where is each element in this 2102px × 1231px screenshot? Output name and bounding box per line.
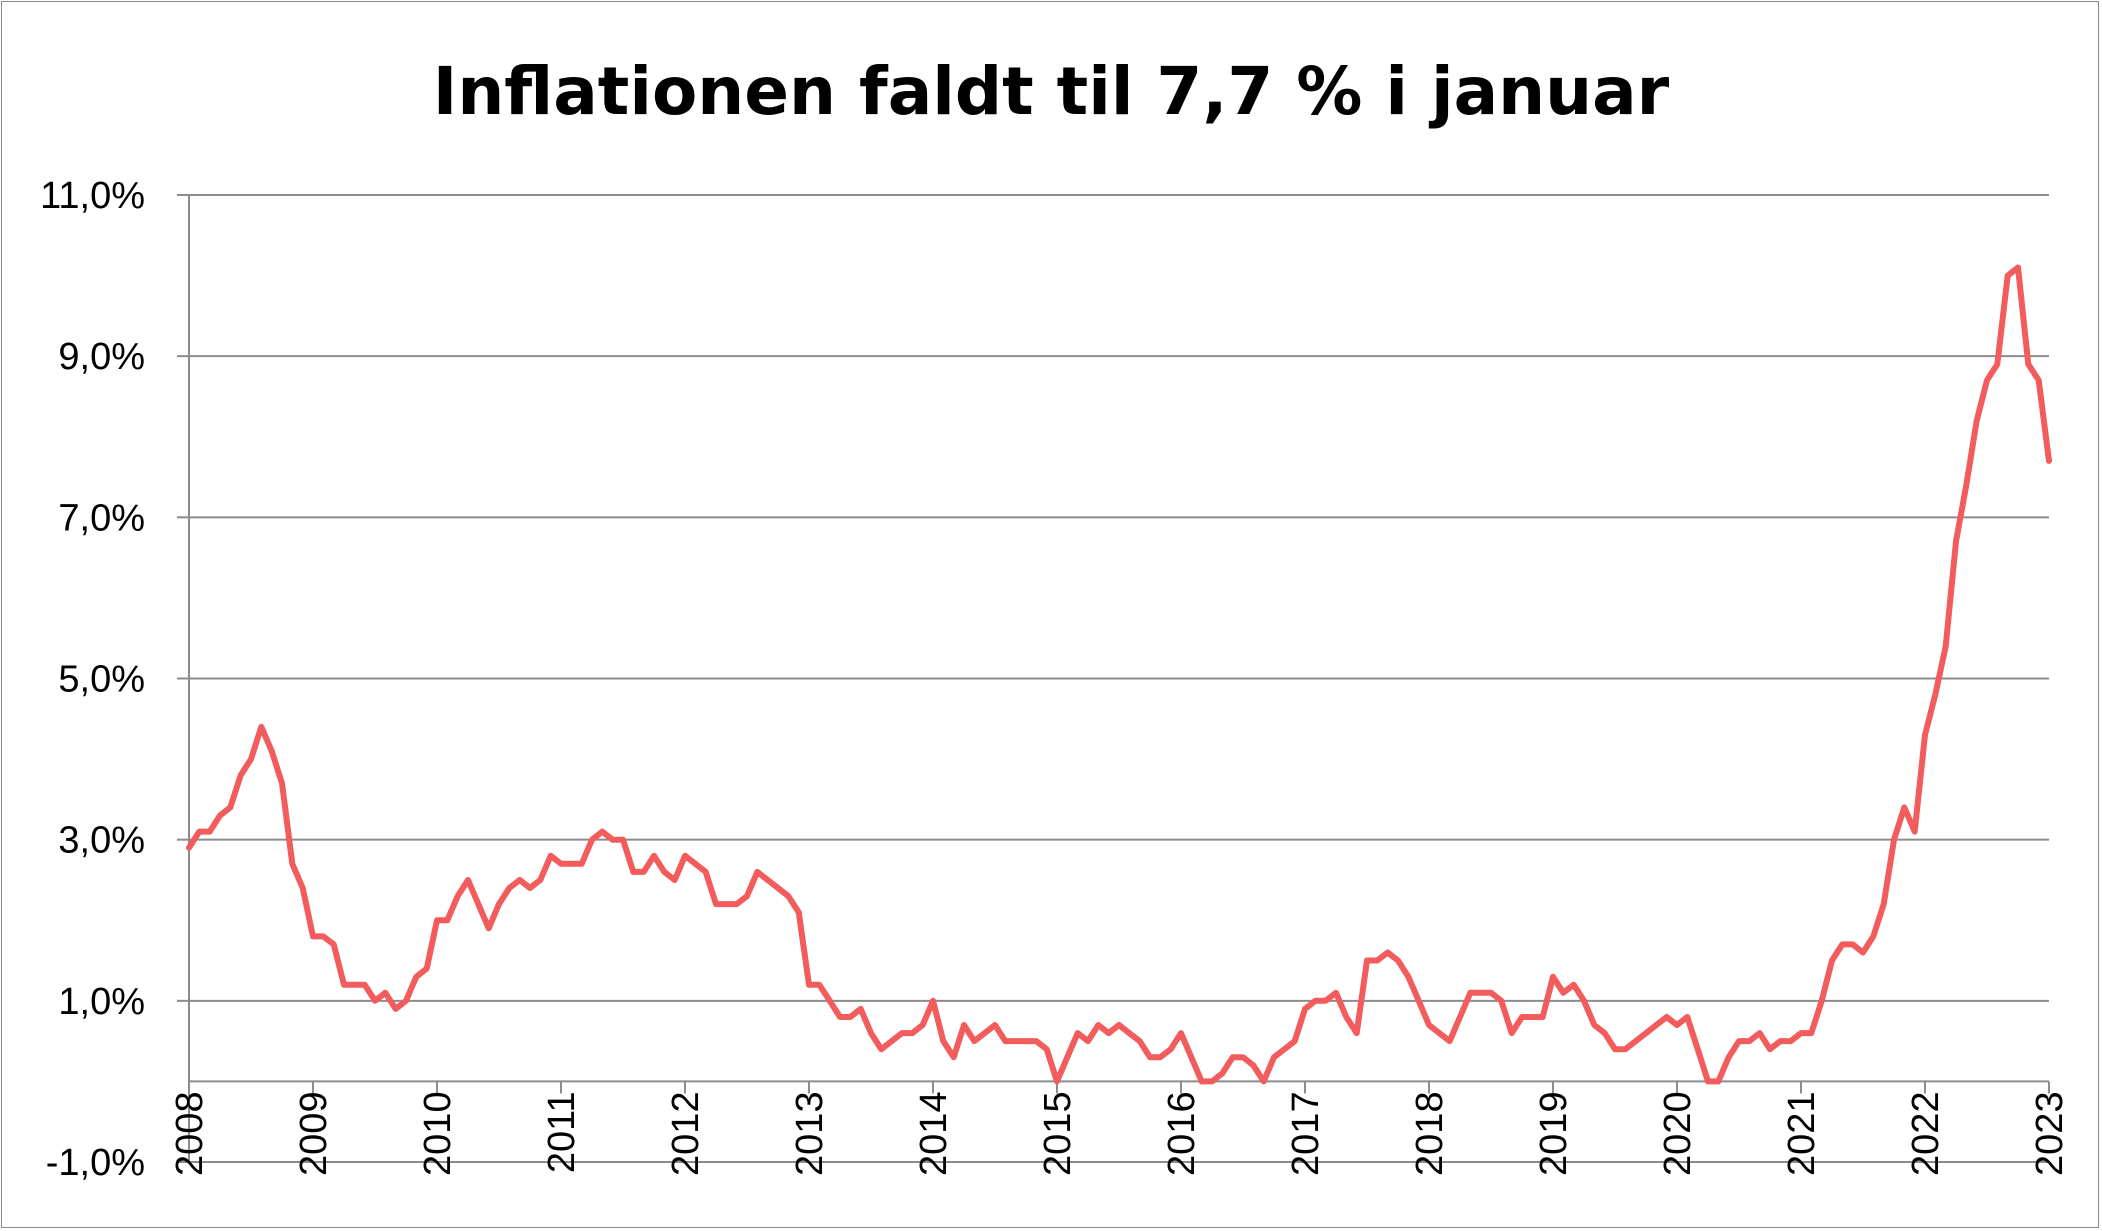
gridlines bbox=[189, 194, 2049, 1163]
x-tick-label: 2019 bbox=[1533, 1091, 1575, 1176]
x-tick-label: 2013 bbox=[789, 1091, 831, 1176]
x-axis: 2008 2009 2010 2011 2012 2013 2014 2015 2016 2017… bbox=[169, 1080, 2071, 1176]
y-tick-label: 9,0% bbox=[58, 336, 145, 378]
chart-title: Inflationen faldt til 7,7 % i januar bbox=[433, 53, 1670, 130]
x-tick-label: 2016 bbox=[1161, 1091, 1203, 1176]
y-axis: 11,0% 9,0% 7,0% 5,0% 3,0% 1,0% -1,0% bbox=[40, 175, 190, 1184]
x-tick-label: 2018 bbox=[1409, 1091, 1451, 1176]
y-tick-label: 1,0% bbox=[58, 981, 145, 1023]
x-tick-label: 2021 bbox=[1781, 1091, 1823, 1176]
y-tick-label: 7,0% bbox=[58, 497, 145, 539]
x-tick-label: 2020 bbox=[1657, 1091, 1699, 1176]
x-tick-label: 2009 bbox=[293, 1091, 335, 1176]
x-tick-label: 2023 bbox=[2029, 1091, 2071, 1176]
x-tick-label: 2011 bbox=[541, 1091, 583, 1173]
x-tick-label: 2012 bbox=[665, 1091, 707, 1176]
x-tick-label: 2015 bbox=[1037, 1091, 1079, 1176]
x-tick-label: 2022 bbox=[1905, 1091, 1947, 1176]
series-layer bbox=[186, 264, 2052, 1085]
y-tick-label: 3,0% bbox=[58, 820, 145, 862]
y-tick-label: -1,0% bbox=[46, 1142, 145, 1184]
inflation-line bbox=[186, 264, 2052, 1085]
x-tick-label: 2010 bbox=[417, 1091, 459, 1176]
y-tick-label: 11,0% bbox=[40, 175, 145, 217]
y-tick-label: 5,0% bbox=[58, 659, 145, 701]
x-tick-label: 2014 bbox=[913, 1091, 955, 1176]
x-tick-label: 2017 bbox=[1285, 1091, 1327, 1176]
x-tick-label: 2008 bbox=[169, 1091, 211, 1176]
